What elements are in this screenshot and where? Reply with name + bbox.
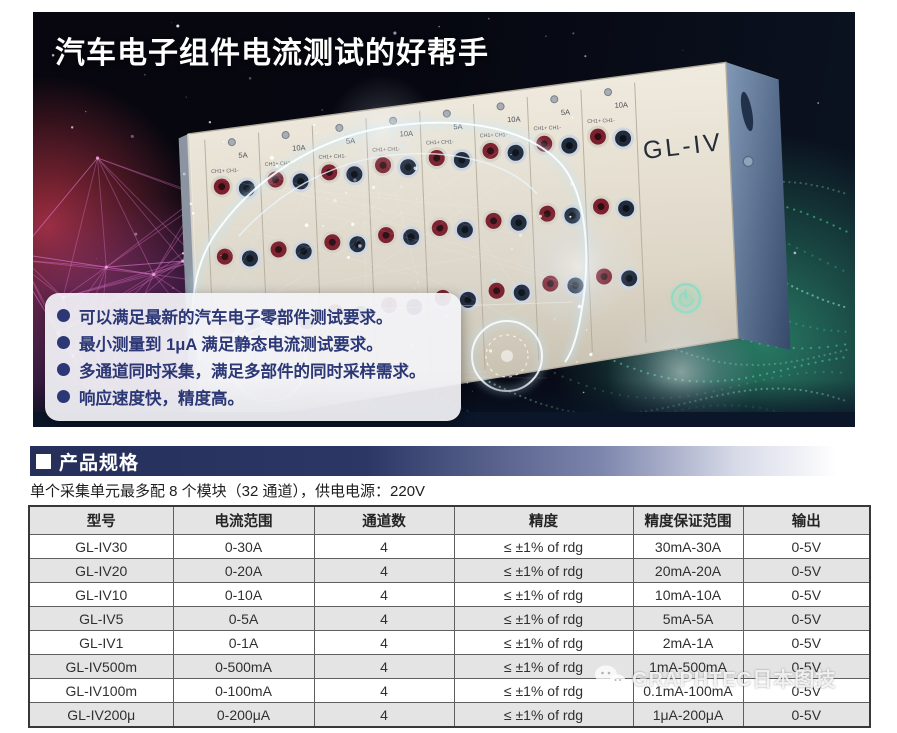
spec-cell: 4: [313, 702, 455, 728]
spec-cell: 4: [313, 558, 455, 583]
spec-cell: 10mA-10A: [632, 582, 744, 607]
svg-text:CH1+ CH1-: CH1+ CH1-: [318, 154, 346, 161]
bullet-text: 最小测量到 1μA 满足静态电流测试要求。: [79, 335, 383, 354]
spec-cell: GL-IV10: [28, 582, 174, 607]
svg-text:CH1+ CH1-: CH1+ CH1-: [211, 168, 239, 175]
table-row: GL-IV100m 0-100mA 4 ≤ ±1% of rdg 0.1mA-100mA…: [28, 678, 871, 703]
section-title: 产品规格: [59, 452, 140, 474]
header-cell-output: 输出: [742, 505, 871, 535]
spec-cell: 5mA-5A: [632, 606, 744, 631]
spec-cell: 0-30A: [172, 534, 315, 559]
header-cell-range: 电流范围: [172, 505, 315, 535]
spec-cell: 0-100mA: [172, 678, 315, 703]
spec-cell: 1mA-500mA: [632, 654, 744, 679]
header-cell-accuracy: 精度: [453, 505, 634, 535]
spec-cell: 0-1A: [172, 630, 315, 655]
spec-note: 单个采集单元最多配 8 个模块（32 通道），供电电源：220V: [30, 483, 426, 500]
svg-text:10A: 10A: [292, 143, 306, 153]
spec-cell: 0-10A: [172, 582, 315, 607]
svg-text:CH1+ CH1-: CH1+ CH1-: [426, 139, 454, 146]
banner-title: 汽车电子组件电流测试的好帮手: [55, 37, 489, 70]
spec-cell: 0-5V: [742, 678, 871, 703]
spec-cell: GL-IV200μ: [28, 702, 174, 728]
spec-cell: 0-200μA: [172, 702, 315, 728]
spec-cell: 0-5V: [742, 702, 871, 728]
spec-cell: ≤ ±1% of rdg: [453, 678, 634, 703]
table-header-row: 型号 电流范围 通道数 精度 精度保证范围 输出: [28, 505, 871, 535]
spec-cell: 0-5A: [172, 606, 315, 631]
table-row: GL-IV30 0-30A 4 ≤ ±1% of rdg 30mA-30A 0-5V: [28, 534, 871, 559]
spec-cell: 0-20A: [172, 558, 315, 583]
spec-cell: ≤ ±1% of rdg: [453, 702, 634, 728]
feature-bullet-item: 可以满足最新的汽车电子零部件测试要求。: [57, 302, 449, 329]
svg-text:10A: 10A: [507, 115, 521, 125]
spec-cell: 0.1mA-100mA: [632, 678, 744, 703]
spec-cell: 0-5V: [742, 582, 871, 607]
spec-cell: 4: [313, 678, 455, 703]
spec-cell: ≤ ±1% of rdg: [453, 558, 634, 583]
section-square-icon: [36, 453, 51, 469]
svg-text:10A: 10A: [614, 100, 628, 110]
spec-cell: ≤ ±1% of rdg: [453, 582, 634, 607]
bullet-dot-icon: [57, 309, 70, 322]
spec-cell: 0-5V: [742, 630, 871, 655]
spec-cell: ≤ ±1% of rdg: [453, 534, 634, 559]
spec-cell: 20mA-20A: [632, 558, 744, 583]
spec-cell: 0-500mA: [172, 654, 315, 679]
spec-cell: 0-5V: [742, 606, 871, 631]
spec-cell: GL-IV500m: [28, 654, 174, 679]
spec-cell: GL-IV1: [28, 630, 174, 655]
spec-cell: GL-IV5: [28, 606, 174, 631]
bullet-dot-icon: [57, 336, 70, 349]
svg-text:CH1+ CH1-: CH1+ CH1-: [265, 161, 293, 168]
svg-text:5A: 5A: [561, 108, 571, 117]
spec-cell: 4: [313, 534, 455, 559]
section-header-bar: 产品规格: [30, 446, 871, 476]
bullet-text: 可以满足最新的汽车电子零部件测试要求。: [79, 308, 393, 327]
spec-table: 型号 电流范围 通道数 精度 精度保证范围 输出 GL-IV30 0-30A 4 ≤ …: [28, 505, 871, 728]
bullet-text: 响应速度快，精度高。: [79, 389, 244, 408]
feature-bullet-item: 多通道同时采集，满足多部件的同时采样需求。: [57, 356, 449, 383]
spec-cell: 4: [313, 630, 455, 655]
spec-cell: GL-IV100m: [28, 678, 174, 703]
spec-cell: 0-5V: [742, 534, 871, 559]
spec-cell: 0-5V: [742, 654, 871, 679]
spec-cell: 4: [313, 654, 455, 679]
svg-text:5A: 5A: [238, 151, 248, 160]
spec-cell: GL-IV20: [28, 558, 174, 583]
table-row: GL-IV20 0-20A 4 ≤ ±1% of rdg 20mA-20A 0-5V: [28, 558, 871, 583]
table-row: GL-IV500m 0-500mA 4 ≤ ±1% of rdg 1mA-500mA 0-…: [28, 654, 871, 679]
spec-cell: 30mA-30A: [632, 534, 744, 559]
spec-cell: ≤ ±1% of rdg: [453, 654, 634, 679]
spec-cell: ≤ ±1% of rdg: [453, 630, 634, 655]
header-cell-guarantee: 精度保证范围: [632, 505, 744, 535]
spec-cell: 1μA-200μA: [632, 702, 744, 728]
feature-bullet-item: 最小测量到 1μA 满足静态电流测试要求。: [57, 329, 449, 356]
header-cell-model: 型号: [28, 505, 174, 535]
bullet-dot-icon: [57, 390, 70, 403]
table-row: GL-IV5 0-5A 4 ≤ ±1% of rdg 5mA-5A 0-5V: [28, 606, 871, 631]
hero-banner: 5A CH1+ CH1- 10A CH1+ CH1- 5A CH1+ CH1- 10A CH1…: [33, 12, 855, 427]
table-row: GL-IV200μ 0-200μA 4 ≤ ±1% of rdg 1μA-200μA 0-…: [28, 702, 871, 728]
table-row: GL-IV10 0-10A 4 ≤ ±1% of rdg 10mA-10A 0-5V: [28, 582, 871, 607]
spec-cell: GL-IV30: [28, 534, 174, 559]
svg-text:CH1+ CH1-: CH1+ CH1-: [587, 118, 615, 125]
feature-bullet-list: 可以满足最新的汽车电子零部件测试要求。 最小测量到 1μA 满足静态电流测试要求…: [45, 293, 461, 421]
spec-cell: 4: [313, 606, 455, 631]
spec-cell: 2mA-1A: [632, 630, 744, 655]
bullet-dot-icon: [57, 363, 70, 376]
feature-bullet-item: 响应速度快，精度高。: [57, 383, 449, 410]
header-cell-channels: 通道数: [313, 505, 455, 535]
bullet-text: 多通道同时采集，满足多部件的同时采样需求。: [79, 362, 426, 381]
table-row: GL-IV1 0-1A 4 ≤ ±1% of rdg 2mA-1A 0-5V: [28, 630, 871, 655]
spec-cell: 4: [313, 582, 455, 607]
svg-text:CH1+ CH1-: CH1+ CH1-: [533, 125, 561, 132]
spec-cell: 0-5V: [742, 558, 871, 583]
spec-cell: ≤ ±1% of rdg: [453, 606, 634, 631]
svg-text:CH1+ CH1-: CH1+ CH1-: [480, 132, 508, 139]
